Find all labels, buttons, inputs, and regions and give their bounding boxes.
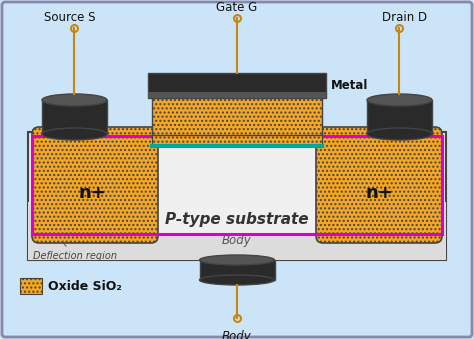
Ellipse shape <box>42 128 107 140</box>
Bar <box>152 136 322 234</box>
Bar <box>28 132 446 260</box>
Text: P-type substrate: P-type substrate <box>165 212 309 226</box>
Text: Drain D: Drain D <box>382 11 427 24</box>
Bar <box>42 100 107 134</box>
Text: n+: n+ <box>78 184 106 202</box>
Ellipse shape <box>367 94 432 106</box>
Bar <box>20 278 42 294</box>
Ellipse shape <box>367 128 432 140</box>
Text: Oxide SiO₂: Oxide SiO₂ <box>48 279 122 293</box>
Bar <box>152 95 322 135</box>
Ellipse shape <box>42 94 107 106</box>
Ellipse shape <box>200 275 274 285</box>
Text: L: L <box>234 217 240 230</box>
FancyBboxPatch shape <box>2 2 472 337</box>
Text: Metal: Metal <box>331 79 368 92</box>
Text: Source S: Source S <box>44 11 95 24</box>
Text: Body: Body <box>222 234 252 247</box>
Ellipse shape <box>200 255 274 265</box>
Text: n+: n+ <box>365 184 393 202</box>
Text: Body: Body <box>222 330 252 339</box>
FancyBboxPatch shape <box>32 127 158 243</box>
Bar <box>152 134 322 146</box>
Bar <box>200 260 275 280</box>
Text: Gate G: Gate G <box>216 1 258 14</box>
Text: Channel region: Channel region <box>186 147 291 178</box>
FancyBboxPatch shape <box>316 127 442 243</box>
Bar <box>28 202 446 260</box>
Bar <box>367 100 432 134</box>
Bar <box>148 92 326 98</box>
Bar <box>148 73 326 98</box>
Text: Deflection region: Deflection region <box>33 229 117 261</box>
